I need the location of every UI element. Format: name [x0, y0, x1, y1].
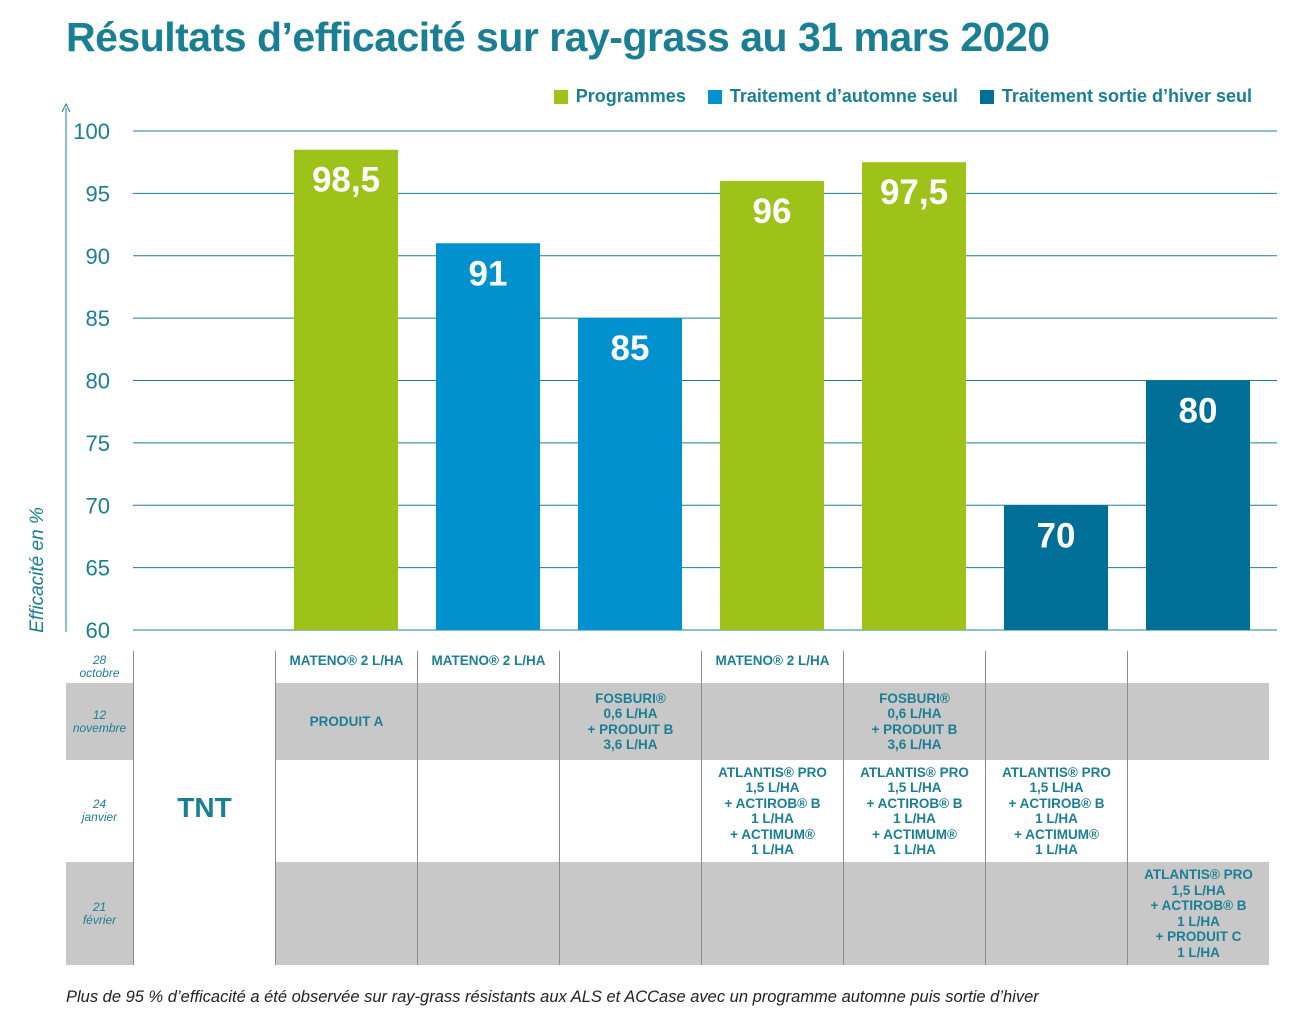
- y-axis-arrow-icon: [61, 102, 71, 113]
- bar-chart: 100 95 90 85 80 75 70 65 60 98,5 91 85 96 97,5 70 80: [61, 102, 1277, 643]
- y-tick-label: 80: [86, 369, 110, 394]
- treatment-cell: [1127, 683, 1269, 760]
- footnote: Plus de 95 % d’efficacité a été observée…: [66, 988, 1039, 1006]
- bar: [436, 243, 540, 630]
- y-tick-label: 90: [86, 244, 110, 269]
- bar-value-label: 96: [753, 192, 792, 231]
- bar: [1004, 505, 1108, 630]
- treatment-cell: [701, 862, 843, 965]
- treatment-cell: FOSBURI® 0,6 L/HA + PRODUIT B 3,6 L/HA: [843, 683, 985, 760]
- treatment-cell: ATLANTIS® PRO 1,5 L/HA + ACTIROB® B 1 L/…: [985, 760, 1127, 862]
- treatment-cell: [559, 862, 701, 965]
- treatment-cell: [417, 862, 559, 965]
- legend-item-automne: Traitement d’automne seul: [707, 86, 958, 107]
- bar: [862, 162, 966, 630]
- legend-swatch-sortie-hiver: [979, 89, 994, 104]
- bar: [1146, 380, 1250, 630]
- date-label-octobre: 28 octobre: [66, 651, 133, 683]
- chart-legend: Programmes Traitement d’automne seul Tra…: [553, 86, 1252, 107]
- legend-label-automne: Traitement d’automne seul: [729, 86, 958, 106]
- y-tick-label: 75: [86, 431, 110, 456]
- bar-value-label: 70: [1037, 516, 1076, 555]
- treatment-cell: [559, 651, 701, 683]
- date-label-novembre: 12 novembre: [66, 683, 133, 760]
- treatment-cell: [1127, 651, 1269, 683]
- treatment-cell: [843, 651, 985, 683]
- treatment-cell: MATENO® 2 L/HA: [701, 651, 843, 683]
- treatment-cell: FOSBURI® 0,6 L/HA + PRODUIT B 3,6 L/HA: [559, 683, 701, 760]
- bar-value-label: 98,5: [312, 161, 380, 200]
- legend-item-programmes: Programmes: [553, 86, 686, 107]
- treatment-cell: [275, 760, 417, 862]
- treatment-cell: [417, 760, 559, 862]
- legend-label-sortie-hiver: Traitement sortie d’hiver seul: [1001, 86, 1252, 106]
- y-tick-label: 95: [86, 181, 110, 206]
- treatment-cell: ATLANTIS® PRO 1,5 L/HA + ACTIROB® B 1 L/…: [701, 760, 843, 862]
- bar: [578, 318, 682, 630]
- y-tick-label: 85: [86, 306, 110, 331]
- treatment-cell: MATENO® 2 L/HA: [417, 651, 559, 683]
- treatment-cell: [1127, 760, 1269, 862]
- bar-value-label: 91: [469, 254, 508, 293]
- y-tick-label: 65: [86, 556, 110, 581]
- y-tick-label: 100: [73, 119, 110, 144]
- treatment-cell: [275, 862, 417, 965]
- treatment-cell: MATENO® 2 L/HA: [275, 651, 417, 683]
- treatment-cell: [985, 862, 1127, 965]
- chart-title: Résultats d’efficacité sur ray-grass au …: [66, 14, 1050, 60]
- bar: [720, 180, 824, 630]
- treatment-cell: ATLANTIS® PRO 1,5 L/HA + ACTIROB® B 1 L/…: [843, 760, 985, 862]
- date-label-fevrier: 21 février: [66, 862, 133, 965]
- legend-swatch-programmes: [553, 89, 568, 104]
- tnt-label: TNT: [133, 651, 275, 965]
- y-tick-label: 70: [86, 493, 110, 518]
- bar-value-label: 85: [611, 329, 650, 368]
- bar: [294, 149, 398, 630]
- treatment-cell: PRODUIT A: [275, 683, 417, 760]
- treatment-cell: [985, 651, 1127, 683]
- y-tick-label: 60: [86, 618, 110, 643]
- treatment-table: 28 octobre MATENO® 2 L/HA MATENO® 2 L/HA MA…: [66, 651, 1271, 965]
- legend-swatch-automne: [707, 89, 722, 104]
- bar-value-label: 97,5: [880, 173, 948, 212]
- treatment-cell: [843, 862, 985, 965]
- legend-item-sortie-hiver: Traitement sortie d’hiver seul: [979, 86, 1252, 107]
- date-label-janvier: 24 janvier: [66, 760, 133, 862]
- treatment-cell: [985, 683, 1127, 760]
- treatment-cell: [559, 760, 701, 862]
- treatment-cell: [701, 683, 843, 760]
- treatment-cell: [417, 683, 559, 760]
- treatment-cell: ATLANTIS® PRO 1,5 L/HA + ACTIROB® B 1 L/…: [1127, 862, 1269, 965]
- bar-value-label: 80: [1179, 392, 1218, 431]
- legend-label-programmes: Programmes: [575, 86, 686, 106]
